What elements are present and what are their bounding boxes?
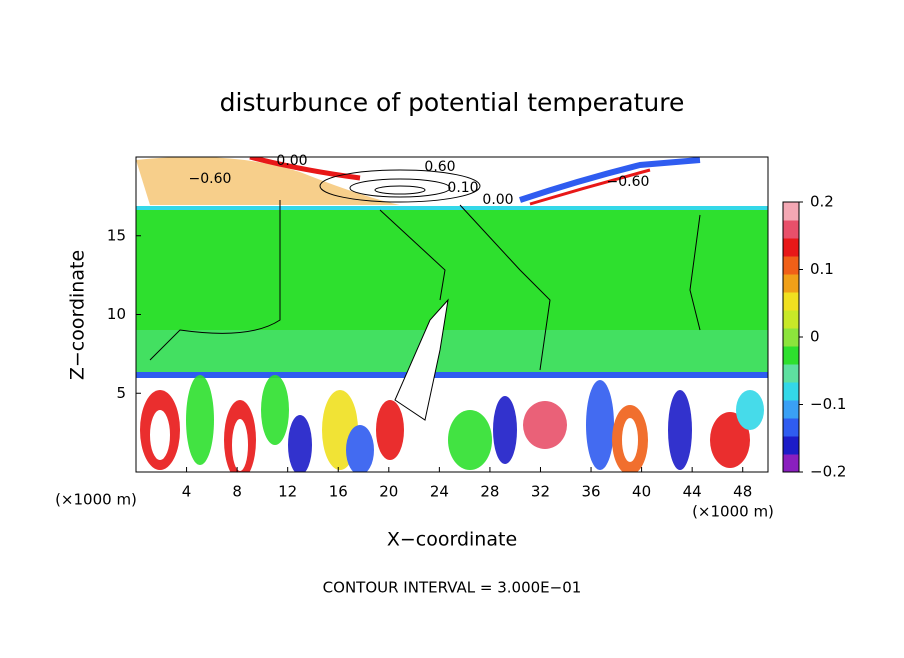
field-blob: [136, 157, 400, 205]
y-axis-label: Z−coordinate: [67, 250, 89, 380]
colorbar-band: [783, 400, 799, 419]
field-band: [136, 330, 768, 374]
x-unit: (×1000 m): [55, 491, 137, 509]
x-unit: (×1000 m): [692, 503, 774, 521]
colorbar-tick-label: 0.1: [810, 260, 834, 278]
contour-label: 0.00: [276, 153, 307, 169]
colorbar-tick-label: −0.2: [810, 463, 846, 481]
x-tick-label: 12: [278, 483, 297, 501]
field-band: [136, 372, 768, 378]
colorbar-band: [783, 436, 799, 455]
colorbar-band: [783, 364, 799, 383]
field-contour: [319, 169, 481, 203]
lower-field: [140, 375, 764, 472]
x-tick-label: 4: [182, 483, 192, 501]
y-tick-label: 15: [107, 226, 126, 244]
field-green: [136, 208, 768, 374]
colorbar-band: [783, 310, 799, 329]
x-tick-label: 24: [430, 483, 449, 501]
contour-label: −0.60: [607, 174, 650, 190]
colorbar-tick-label: 0: [810, 328, 820, 346]
colorbar-band: [783, 382, 799, 401]
field-blob: [529, 168, 651, 206]
x-tick-label: 28: [480, 483, 499, 501]
contour-label: 0.10: [447, 180, 478, 196]
colorbar-band: [783, 292, 799, 311]
x-tick-label: 20: [379, 483, 398, 501]
colorbar-band: [783, 346, 799, 365]
colorbar-band: [783, 418, 799, 437]
x-tick-label: 8: [232, 483, 242, 501]
field-blob: [519, 157, 701, 203]
field-contour: [149, 200, 701, 371]
colorbar-tick-label: −0.1: [810, 395, 846, 413]
field-contour: [374, 185, 426, 195]
colorbar-band: [783, 328, 799, 347]
colorbar-band: [783, 274, 799, 293]
field-contour: [394, 298, 449, 421]
x-tick-label: 16: [329, 483, 348, 501]
chart-title: disturbunce of potential temperature: [220, 88, 685, 117]
colorbar-band: [783, 238, 799, 257]
x-tick-label: 48: [733, 483, 752, 501]
x-axis-label: X−coordinate: [387, 529, 517, 551]
x-tick-label: 36: [581, 483, 600, 501]
colorbar-band: [783, 220, 799, 239]
field-contour: [349, 178, 451, 198]
colorbar-tick-label: 0.2: [810, 193, 834, 211]
x-tick-label: 44: [683, 483, 702, 501]
contour-label: −0.60: [189, 171, 232, 187]
field: [136, 157, 768, 472]
contour-label: 0.00: [482, 192, 513, 208]
field-band: [136, 206, 768, 210]
colorbar-band: [783, 202, 799, 221]
field-blob: [249, 157, 361, 181]
x-tick-label: 40: [632, 483, 651, 501]
colorbar-band: [783, 454, 799, 473]
x-tick-label: 32: [531, 483, 550, 501]
footer: CONTOUR INTERVAL = 3.000E−01: [323, 579, 582, 597]
colorbar-band: [783, 256, 799, 275]
contour-label: 0.60: [424, 159, 455, 175]
y-tick-label: 10: [107, 305, 126, 323]
y-tick-label: 5: [116, 384, 126, 402]
